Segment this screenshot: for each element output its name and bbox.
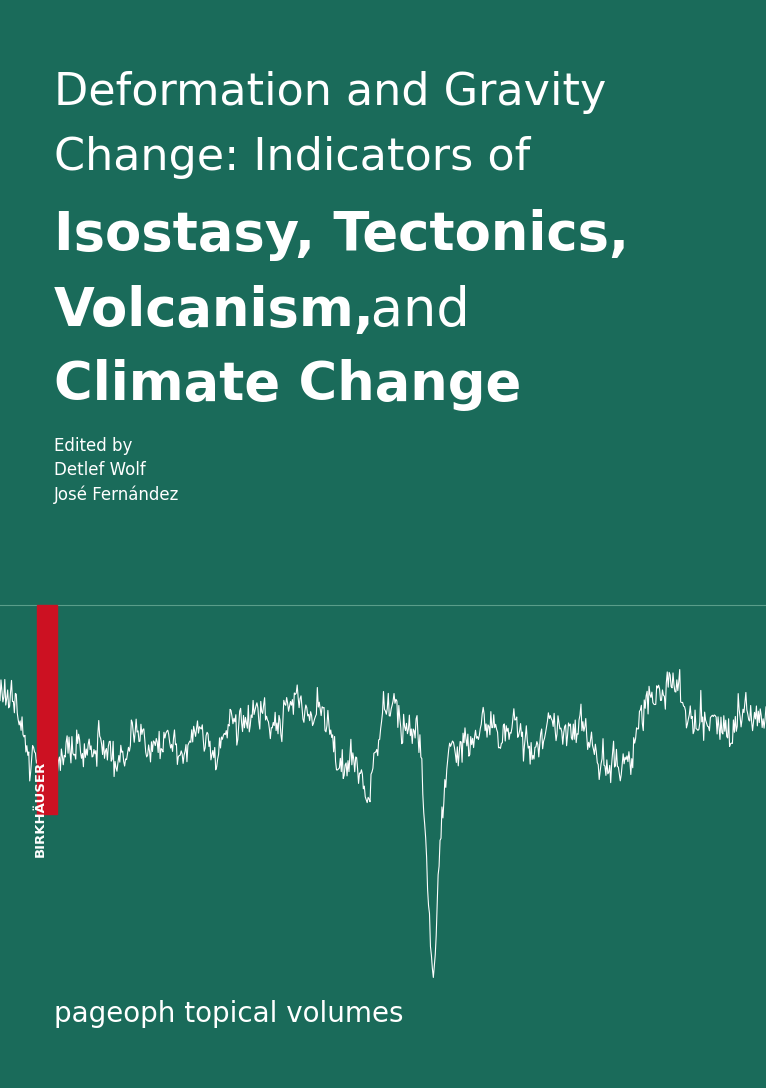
Text: pageoph topical volumes: pageoph topical volumes [54,1000,403,1028]
Text: Deformation and Gravity: Deformation and Gravity [54,71,606,114]
Text: Change: Indicators of: Change: Indicators of [54,136,530,180]
Text: Detlef Wolf: Detlef Wolf [54,461,146,480]
Text: and: and [354,285,470,337]
Bar [37,605,57,814]
Text: Climate Change: Climate Change [54,359,521,411]
Text: José Fernández: José Fernández [54,485,179,504]
Text: Isostasy, Tectonics,: Isostasy, Tectonics, [54,209,629,261]
Text: Edited by: Edited by [54,437,132,456]
Text: Volcanism,: Volcanism, [54,285,375,337]
Text: BIRKHÄUSER: BIRKHÄUSER [34,761,47,856]
